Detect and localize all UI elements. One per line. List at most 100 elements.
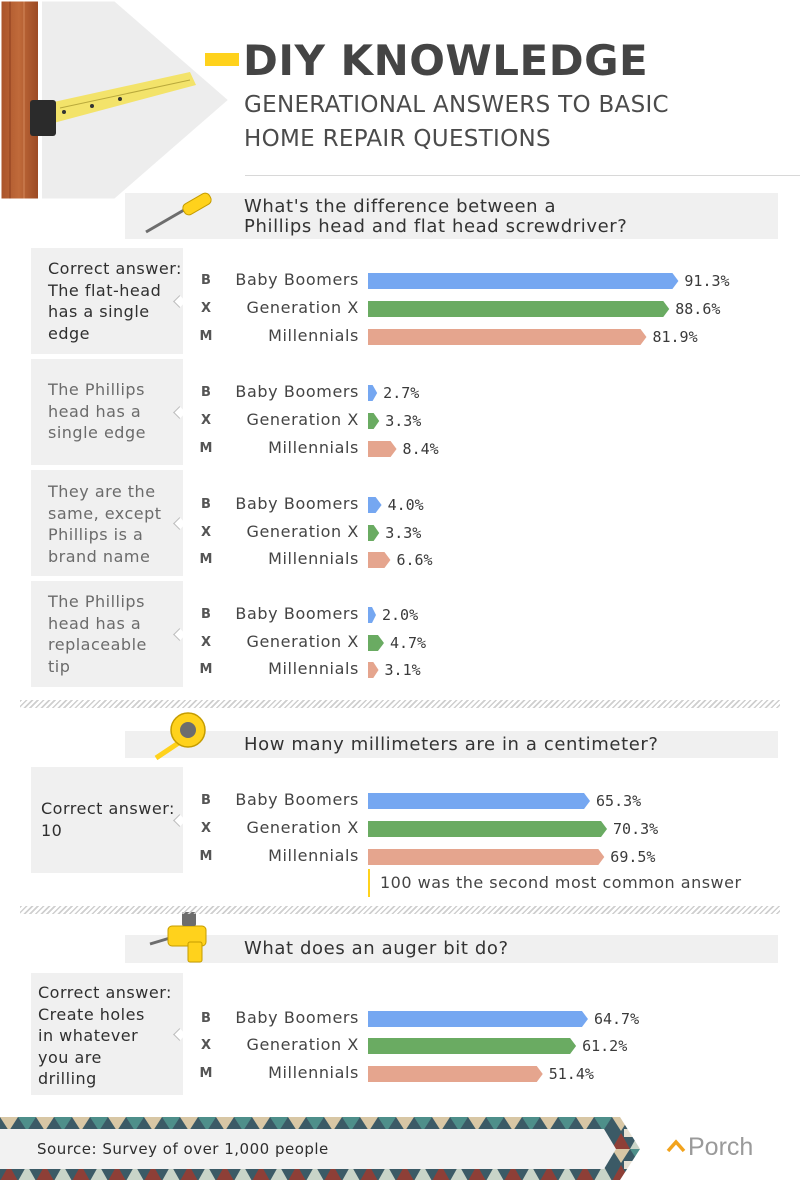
note-accent-line — [368, 869, 370, 897]
series-label: Generation X — [246, 632, 359, 651]
series-label: Generation X — [246, 818, 359, 837]
series-label: Generation X — [246, 410, 359, 429]
tape-measure-icon — [154, 712, 206, 761]
generation-badge-icon: B — [201, 497, 211, 512]
section-divider — [20, 906, 780, 914]
answer-option-box — [31, 359, 183, 465]
answer-text-line: edge — [48, 323, 90, 343]
bar-value-label: 2.0% — [382, 606, 419, 624]
footer-banner — [0, 1117, 640, 1180]
answer-text-line: Correct answer: — [48, 259, 182, 278]
question-banner — [125, 193, 778, 239]
answer-text-line: The Phillips — [48, 380, 145, 399]
series-label: Generation X — [246, 298, 359, 317]
series-label: Generation X — [246, 1035, 359, 1054]
series-label: Millennials — [268, 326, 359, 345]
correct-answer-box — [31, 973, 183, 1095]
answer-text-line: The flat-head — [48, 280, 162, 300]
question-banner — [125, 731, 778, 758]
bar — [368, 793, 591, 809]
note-text: 100 was the second most common answer — [380, 873, 742, 892]
bar-value-label: 6.6% — [396, 551, 433, 569]
answer-text-line: you are — [38, 1047, 102, 1067]
bar — [368, 821, 608, 837]
bar — [368, 273, 679, 289]
generation-badge-icon: X — [200, 821, 212, 836]
bar-value-label: 3.1% — [384, 661, 421, 679]
bar-value-label: 81.9% — [652, 328, 698, 346]
series-label: Baby Boomers — [235, 1008, 359, 1027]
page-subtitle-line-1: GENERATIONAL ANSWERS TO BASIC — [244, 92, 669, 118]
series-label: Baby Boomers — [235, 790, 359, 809]
section-divider — [20, 700, 780, 708]
series-label: Millennials — [268, 438, 359, 457]
generation-badge-icon: B — [201, 385, 211, 400]
bar-value-label: 51.4% — [548, 1065, 594, 1083]
bar — [368, 413, 380, 429]
answer-text-line: same, except — [48, 503, 162, 523]
answer-text-line: Phillips is a — [48, 525, 144, 544]
page-subtitle-line-2: HOME REPAIR QUESTIONS — [244, 126, 551, 152]
question-text-line-1: How many millimeters are in a centimeter… — [244, 734, 659, 755]
bar — [368, 329, 647, 345]
answer-text-line: drilling — [38, 1069, 97, 1088]
generation-badge-icon: M — [199, 662, 213, 677]
bar-value-label: 2.7% — [383, 384, 420, 402]
bar — [368, 1038, 577, 1054]
bar — [368, 301, 670, 317]
generation-badge-icon: B — [201, 607, 211, 622]
answer-text-line: head has a — [48, 613, 142, 633]
generation-badge-icon: X — [200, 413, 212, 428]
bar — [368, 1011, 588, 1027]
bar-value-label: 61.2% — [582, 1037, 628, 1055]
generation-badge-icon: B — [201, 273, 211, 288]
bar-value-label: 70.3% — [613, 820, 659, 838]
bar-value-label: 3.3% — [385, 412, 422, 430]
title-divider — [245, 175, 800, 176]
bar — [368, 497, 382, 513]
correct-answer-box — [31, 767, 183, 873]
answer-gutter — [186, 470, 368, 576]
series-label: Millennials — [268, 549, 359, 568]
answer-gutter — [186, 248, 368, 354]
generation-badge-icon: B — [201, 1011, 211, 1026]
title-accent-mark — [205, 53, 239, 66]
question-text-line-1: What's the difference between a — [244, 196, 557, 217]
answer-text-line: in whatever — [38, 1026, 139, 1045]
series-label: Millennials — [268, 846, 359, 865]
drill-icon — [149, 912, 207, 963]
bar-value-label: 91.3% — [684, 272, 730, 290]
correct-answer-box — [31, 248, 183, 354]
bar — [368, 607, 376, 623]
bar — [368, 441, 397, 457]
generation-badge-icon: M — [199, 1066, 213, 1081]
bar — [368, 552, 391, 568]
bar — [368, 525, 380, 541]
answer-text-line: Create holes — [38, 1004, 145, 1024]
series-label: Generation X — [246, 522, 359, 541]
bar-value-label: 88.6% — [675, 300, 721, 318]
question-text-line-1: What does an auger bit do? — [244, 938, 509, 959]
generation-badge-icon: M — [199, 849, 213, 864]
question-text-line-2: Phillips head and flat head screwdriver? — [244, 216, 628, 237]
bar-value-label: 3.3% — [385, 524, 422, 542]
porch-logo-icon — [666, 1139, 686, 1153]
answer-gutter — [186, 581, 368, 687]
answer-text-line: 10 — [41, 820, 63, 840]
series-label: Baby Boomers — [235, 270, 359, 289]
generation-badge-icon: X — [200, 1038, 212, 1053]
series-label: Baby Boomers — [235, 494, 359, 513]
tape-measure-photo — [0, 0, 230, 200]
generation-badge-icon: M — [199, 552, 213, 567]
answer-text-line: single edge — [48, 423, 146, 442]
answer-text-line: head has a — [48, 401, 142, 421]
bar-value-label: 65.3% — [596, 792, 642, 810]
answer-option-box — [31, 581, 183, 687]
bar — [368, 635, 384, 651]
answer-text-line: has a single — [48, 302, 150, 321]
bar — [368, 849, 605, 865]
series-label: Millennials — [268, 659, 359, 678]
answer-text-line: tip — [48, 656, 71, 676]
generation-badge-icon: X — [200, 301, 212, 316]
generation-badge-icon: X — [200, 635, 212, 650]
